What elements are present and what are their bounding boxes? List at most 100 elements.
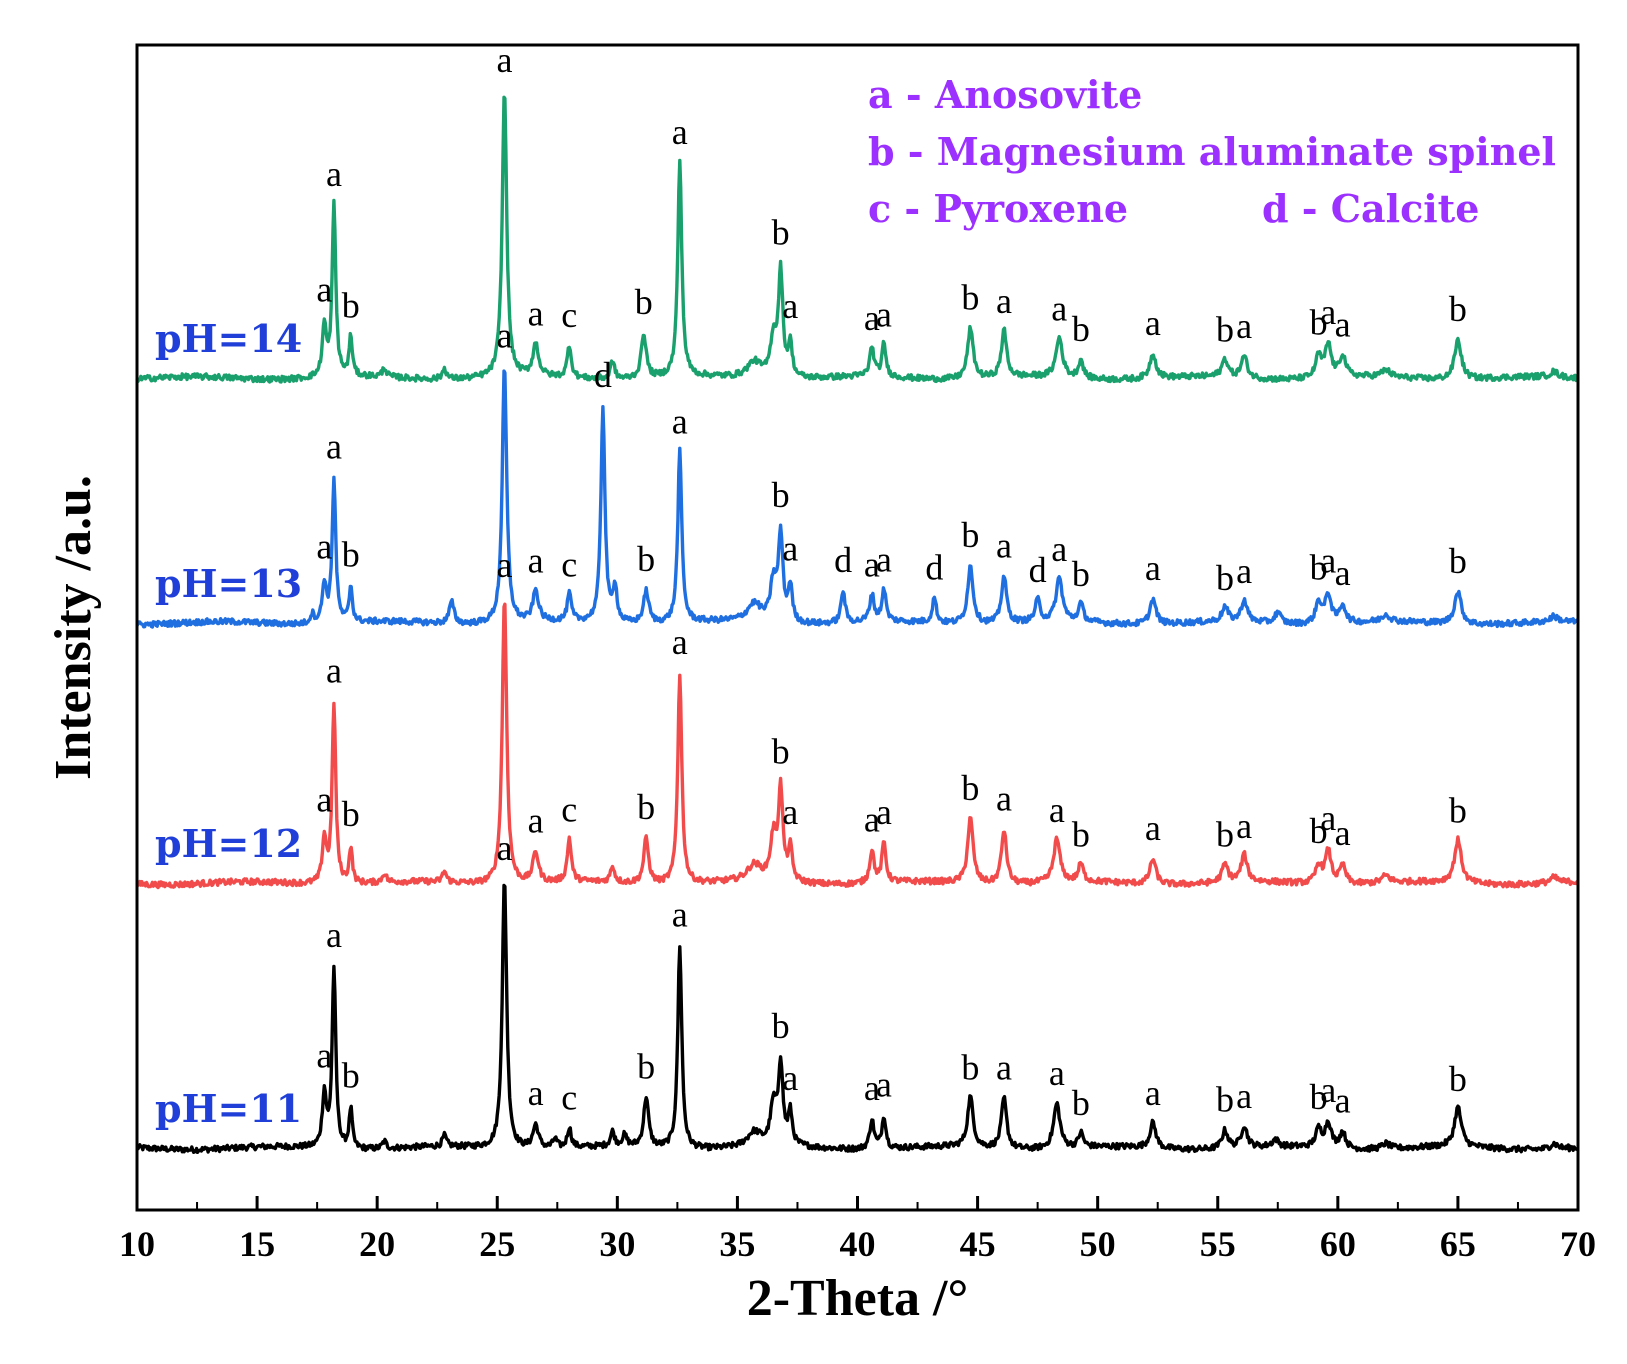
series-name-label: pH=11	[155, 1086, 302, 1131]
peak-label: a	[496, 828, 512, 868]
series-name-label: pH=14	[155, 316, 302, 361]
peak-label: a	[672, 401, 688, 441]
x-tick-label: 45	[960, 1224, 996, 1264]
peak-label: a	[316, 526, 332, 566]
series-name-layer: pH=11 pH=12 pH=13 pH=14	[155, 316, 302, 1131]
series-layer	[135, 95, 1580, 1154]
legend-item: a - Anosovite	[868, 72, 1142, 117]
x-tick-label: 50	[1080, 1224, 1116, 1264]
peak-label: d	[834, 540, 852, 580]
peak-label: a	[876, 792, 892, 832]
peak-label: a	[864, 298, 880, 338]
peak-label: b	[342, 794, 360, 834]
peak-label: a	[1236, 306, 1252, 346]
peak-label: b	[1449, 541, 1467, 581]
peak-label: a	[1320, 1070, 1336, 1110]
x-tick-label: 25	[479, 1224, 515, 1264]
peak-label: a	[782, 286, 798, 326]
y-axis-title: Intensity /a.u.	[45, 475, 102, 780]
peak-label: b	[1310, 302, 1328, 342]
peak-label: a	[1335, 1080, 1351, 1120]
peak-label: a	[1335, 813, 1351, 853]
legend-item: d - Calcite	[1262, 186, 1479, 231]
peak-label: a	[1145, 808, 1161, 848]
peak-label: a	[876, 539, 892, 579]
x-tick-label: 10	[119, 1224, 155, 1264]
x-tick-label: 30	[599, 1224, 635, 1264]
peak-label: b	[342, 1055, 360, 1095]
peak-label: b	[1072, 554, 1090, 594]
peak-label: b	[1310, 811, 1328, 851]
tick-layer: 10 15 20 25 30 35 40 45 50 55 60 65 70	[119, 1196, 1596, 1264]
peak-label: b	[1072, 309, 1090, 349]
peak-label: c	[561, 789, 577, 829]
peak-label: a	[996, 526, 1012, 566]
peak-label: a	[326, 915, 342, 955]
x-axis-title: 2-Theta /°	[747, 1270, 969, 1327]
peak-label: b	[1216, 1080, 1234, 1120]
peak-label: b	[961, 1048, 979, 1088]
peak-label: a	[326, 154, 342, 194]
peak-label: a	[1236, 1076, 1252, 1116]
peak-label: a	[496, 40, 512, 80]
peak-label: a	[1335, 304, 1351, 344]
peak-label: a	[672, 894, 688, 934]
x-tick-label: 35	[719, 1224, 755, 1264]
peak-label: d	[1029, 550, 1047, 590]
peak-label: a	[782, 528, 798, 568]
peak-label: a	[528, 294, 544, 334]
peak-label: a	[1145, 1073, 1161, 1113]
peak-label: a	[1335, 553, 1351, 593]
peak-label: a	[1236, 806, 1252, 846]
legend: a - Anosovite b - Magnesium aluminate spi…	[868, 72, 1556, 231]
peak-label: a	[876, 1064, 892, 1104]
peak-label: c	[561, 1078, 577, 1118]
peak-label: a	[782, 792, 798, 832]
peak-label: b	[637, 787, 655, 827]
peak-label: b	[772, 213, 790, 253]
peak-label: a	[1051, 529, 1067, 569]
x-tick-label: 60	[1320, 1224, 1356, 1264]
peak-label: b	[342, 535, 360, 575]
x-tick-label: 20	[359, 1224, 395, 1264]
peak-label: a	[1320, 541, 1336, 581]
peak-label: a	[672, 112, 688, 152]
peak-label: a	[528, 1073, 544, 1113]
peak-label: a	[672, 622, 688, 662]
peak-label: a	[1049, 1053, 1065, 1093]
peak-label: a	[326, 650, 342, 690]
series-line	[135, 883, 1579, 1154]
peak-label: b	[961, 278, 979, 318]
peak-label: b	[637, 1047, 655, 1087]
peak-label: a	[996, 281, 1012, 321]
legend-item: b - Magnesium aluminate spinel	[868, 129, 1556, 174]
peak-label: b	[1216, 310, 1234, 350]
peak-label: c	[561, 295, 577, 335]
peak-label: a	[1145, 303, 1161, 343]
peak-label: a	[1236, 551, 1252, 591]
peak-label: a	[528, 801, 544, 841]
legend-item: c - Pyroxene	[868, 186, 1128, 231]
peak-label: a	[316, 780, 332, 820]
peak-label: b	[1449, 790, 1467, 830]
series-line	[135, 95, 1580, 384]
peak-label: b	[342, 286, 360, 326]
peak-label: a	[864, 545, 880, 585]
peak-label: b	[1216, 815, 1234, 855]
series-name-label: pH=12	[155, 821, 302, 866]
peak-label: b	[1072, 1083, 1090, 1123]
peak-label: b	[1072, 814, 1090, 854]
peak-label: a	[996, 779, 1012, 819]
peak-label: b	[1310, 1077, 1328, 1117]
peak-label: a	[782, 1058, 798, 1098]
peak-label: a	[876, 294, 892, 334]
peak-label: a	[864, 1068, 880, 1108]
peak-label: a	[326, 426, 342, 466]
x-tick-label: 15	[239, 1224, 275, 1264]
peak-label: a	[1320, 798, 1336, 838]
peak-label: b	[635, 282, 653, 322]
peak-label: b	[772, 1006, 790, 1046]
peak-label: b	[961, 515, 979, 555]
